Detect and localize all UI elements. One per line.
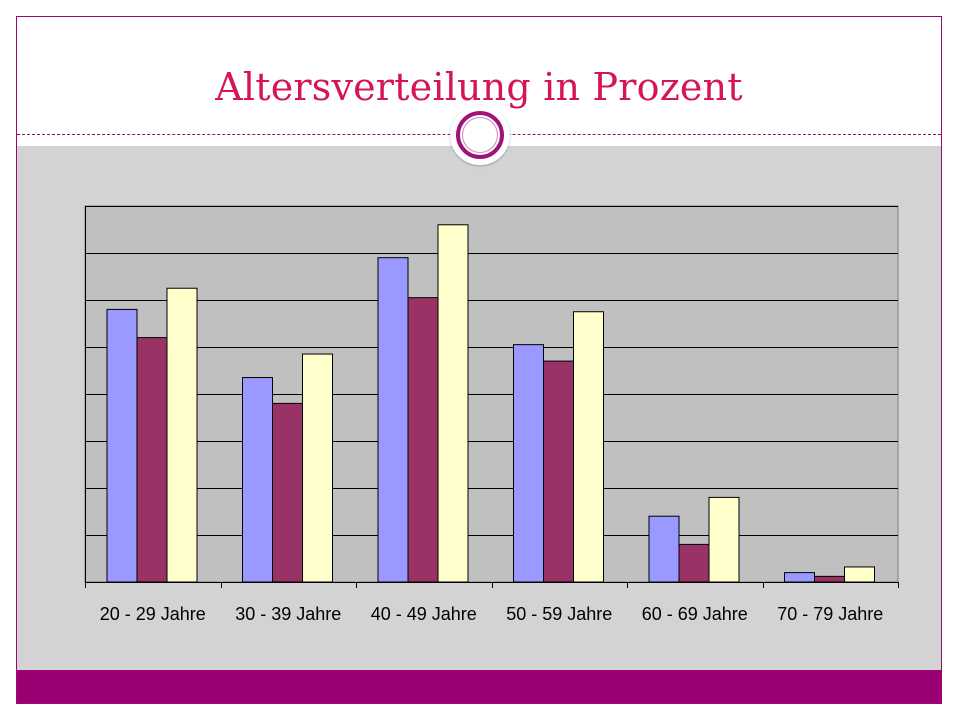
bar: [648, 515, 680, 583]
bar: [166, 287, 198, 583]
bar: [407, 297, 439, 583]
bar: [814, 575, 845, 583]
x-tick-label: 20 - 29 Jahre: [100, 604, 206, 624]
x-tick-label: 40 - 49 Jahre: [371, 604, 477, 624]
slide-title: Altersverteilung in Prozent: [215, 65, 743, 109]
bar: [844, 566, 875, 583]
bar: [543, 360, 574, 583]
x-tick-label: 30 - 39 Jahre: [235, 604, 341, 624]
bar: [106, 308, 138, 583]
bar: [513, 344, 544, 583]
bar: [573, 311, 604, 583]
x-tick-label: 50 - 59 Jahre: [506, 604, 612, 624]
bar: [437, 224, 469, 583]
bar: [302, 353, 333, 583]
bar: [708, 496, 740, 583]
footer-bar: [17, 670, 941, 703]
x-tick-label: 70 - 79 Jahre: [777, 604, 883, 624]
bar: [136, 337, 168, 583]
bar: [242, 377, 273, 583]
x-tick-label: 60 - 69 Jahre: [642, 604, 748, 624]
bar: [784, 572, 815, 583]
bar: [377, 257, 409, 583]
bar: [678, 543, 710, 583]
bar: [272, 402, 303, 583]
circle-ornament-icon: [450, 105, 510, 165]
